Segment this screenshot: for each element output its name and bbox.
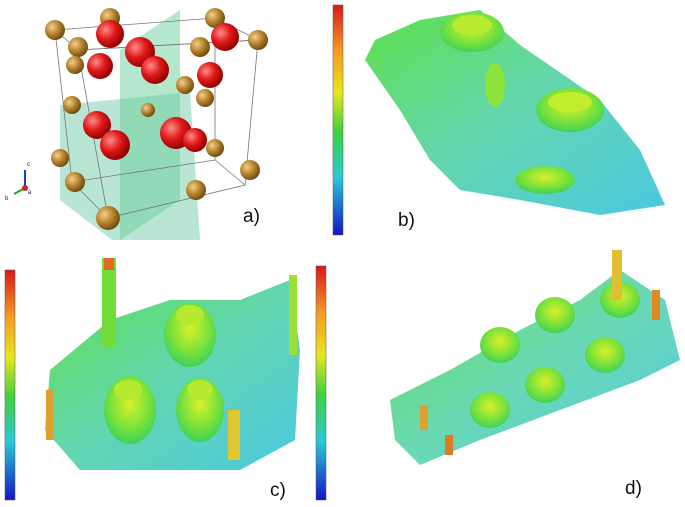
cation-atom	[141, 103, 155, 117]
anion-atom	[100, 130, 130, 160]
cation-atom	[205, 8, 225, 28]
crystal-panel: c b a a)	[5, 8, 268, 240]
cation-atom	[186, 180, 206, 200]
cation-atom	[190, 37, 210, 57]
axis-label: c	[27, 162, 30, 168]
panel-label: b)	[398, 210, 415, 231]
cation-atom	[45, 20, 65, 40]
surface-c: c)	[45, 258, 300, 501]
cation-atom	[96, 206, 120, 230]
anion-atom	[87, 53, 113, 79]
axis-triad: c b a	[5, 162, 32, 202]
anion-atom	[197, 62, 223, 88]
colorbar	[315, 265, 327, 501]
panel-label: a)	[243, 206, 260, 227]
panel-label: c)	[270, 480, 286, 501]
cation-atom	[51, 149, 69, 167]
cation-atom	[68, 37, 88, 57]
panel-label: d)	[625, 478, 642, 499]
anion-atom	[96, 20, 124, 48]
anion-atom	[211, 23, 239, 51]
cation-atom	[63, 96, 81, 114]
cation-atom	[248, 30, 268, 50]
cation-atom	[206, 139, 224, 157]
anion-atom	[183, 128, 207, 152]
cation-atom	[66, 56, 84, 74]
surface-b: b)	[365, 10, 665, 231]
colorbar	[4, 269, 16, 501]
colorbar	[332, 4, 344, 236]
cation-atom	[196, 89, 214, 107]
cation-atom	[176, 76, 194, 94]
surface-d: d)	[390, 250, 680, 499]
cation-atom	[240, 160, 260, 180]
axis-label: b	[5, 196, 9, 202]
cation-atom	[65, 172, 85, 192]
anion-atom	[141, 56, 169, 84]
axis-label: a	[28, 190, 32, 196]
anion-atom	[83, 111, 111, 139]
